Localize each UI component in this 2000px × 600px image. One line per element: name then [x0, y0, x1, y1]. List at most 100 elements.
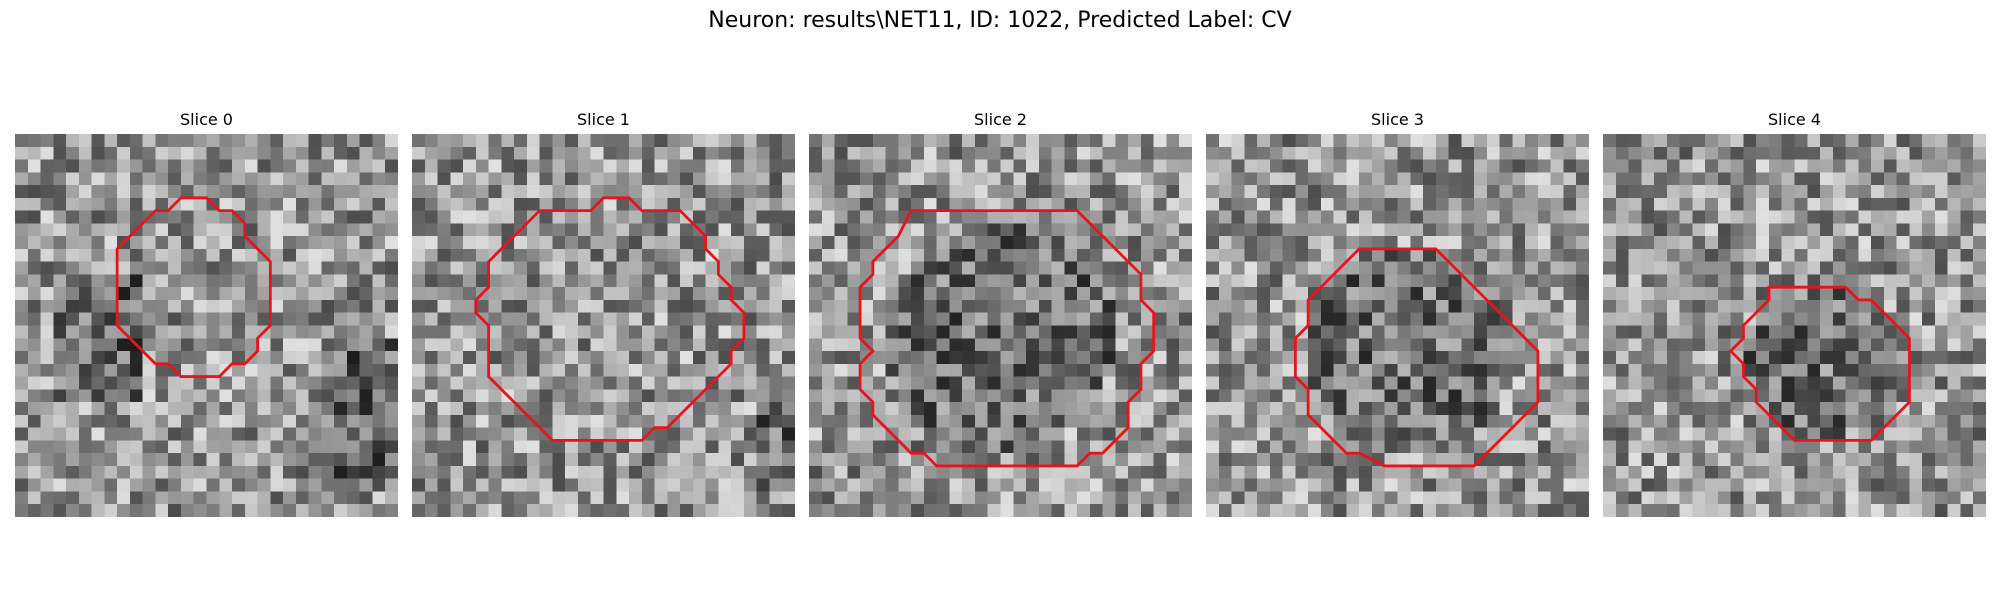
pixel [1820, 261, 1834, 275]
pixel [1550, 376, 1564, 390]
pixel [1179, 427, 1192, 441]
pixel [27, 274, 41, 288]
pixel [539, 236, 553, 250]
pixel [40, 465, 54, 479]
pixel [1153, 223, 1167, 237]
pixel [1563, 134, 1577, 148]
pixel [1563, 351, 1577, 365]
pixel [1641, 210, 1655, 224]
pixel [1013, 274, 1027, 288]
pixel [1845, 312, 1859, 326]
pixel [731, 287, 745, 301]
pixel [577, 236, 591, 250]
pixel [1973, 478, 1986, 492]
pixel [603, 389, 617, 403]
pixel [1140, 210, 1154, 224]
pixel [949, 185, 963, 199]
pixel [987, 351, 1001, 365]
pixel [180, 287, 194, 301]
pixel [1628, 504, 1642, 517]
pixel [923, 223, 937, 237]
pixel [552, 236, 566, 250]
pixel [936, 312, 950, 326]
pixel [936, 453, 950, 467]
pixel [1794, 223, 1808, 237]
pixel [232, 248, 246, 262]
pixel [1000, 491, 1014, 505]
pixel [1845, 478, 1859, 492]
pixel [1756, 453, 1770, 467]
pixel [1179, 453, 1192, 467]
pixel [1717, 453, 1731, 467]
pixel [1077, 504, 1091, 517]
pixel [104, 287, 118, 301]
pixel [1486, 287, 1500, 301]
pixel [1603, 287, 1617, 301]
pixel [1525, 363, 1539, 377]
pixel [1871, 504, 1885, 517]
pixel [654, 210, 668, 224]
pixel [962, 134, 976, 148]
pixel [295, 453, 309, 467]
pixel [346, 159, 360, 173]
pixel [1140, 363, 1154, 377]
pixel [1038, 185, 1052, 199]
pixel [27, 210, 41, 224]
pixel [1410, 376, 1424, 390]
pixel [1282, 210, 1296, 224]
pixel [104, 197, 118, 211]
pixel [1166, 338, 1180, 352]
pixel [1397, 223, 1411, 237]
pixel [308, 427, 322, 441]
pixel [359, 402, 373, 416]
pixel [1102, 248, 1116, 262]
pixel [1474, 478, 1488, 492]
pixel [872, 478, 886, 492]
pixel [27, 185, 41, 199]
pixel [372, 389, 386, 403]
pixel [860, 159, 874, 173]
pixel [1206, 299, 1220, 313]
pixel [15, 210, 29, 224]
pixel [1295, 478, 1309, 492]
pixel [1499, 274, 1513, 288]
pixel [654, 402, 668, 416]
pixel-grid [1206, 134, 1589, 517]
pixel [1692, 287, 1706, 301]
pixel [718, 134, 732, 148]
pixel [974, 427, 988, 441]
pixel [1244, 363, 1258, 377]
pixel [1537, 465, 1551, 479]
pixel [577, 376, 591, 390]
pixel [680, 351, 694, 365]
pixel [257, 146, 271, 160]
pixel [180, 312, 194, 326]
pixel [1486, 363, 1500, 377]
pixel [1244, 491, 1258, 505]
pixel [1871, 210, 1885, 224]
pixel [1781, 414, 1795, 428]
pixel [1244, 287, 1258, 301]
pixel [1244, 223, 1258, 237]
pixel [1845, 351, 1859, 365]
pixel [412, 389, 426, 403]
pixel [692, 414, 706, 428]
pixel [1896, 504, 1910, 517]
pixel [270, 465, 284, 479]
pixel [1140, 504, 1154, 517]
pixel [782, 440, 795, 454]
pixel [1537, 159, 1551, 173]
pixel [629, 504, 643, 517]
pixel [1960, 159, 1974, 173]
pixel [91, 478, 105, 492]
pixel [450, 287, 464, 301]
pixel [769, 261, 783, 275]
pixel [885, 223, 899, 237]
pixel [27, 389, 41, 403]
pixel [1320, 299, 1334, 313]
pixel [488, 414, 502, 428]
pixel [1576, 402, 1589, 416]
pixel [1000, 236, 1014, 250]
pixel [1537, 338, 1551, 352]
pixel [641, 453, 655, 467]
